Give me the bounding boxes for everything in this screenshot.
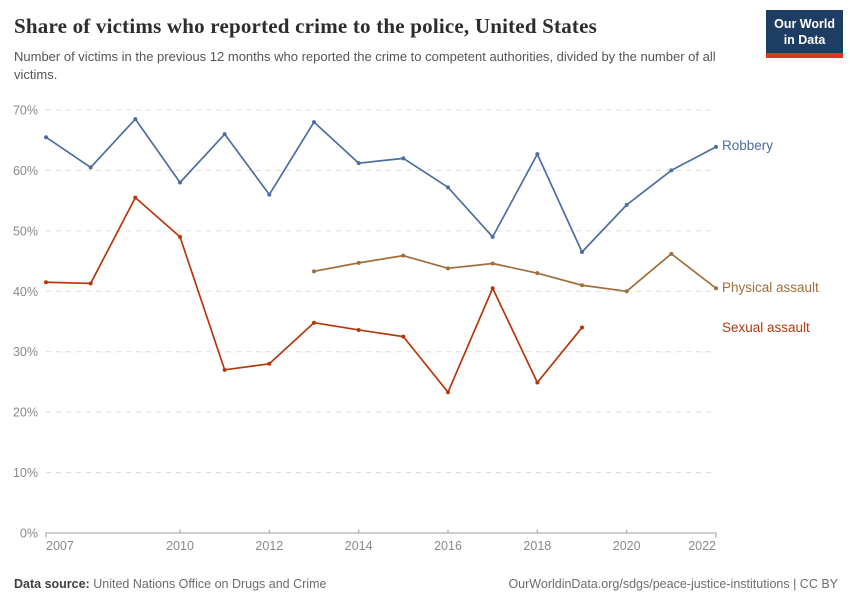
y-tick-label: 10%	[13, 466, 38, 480]
y-tick-label: 50%	[13, 224, 38, 238]
data-point	[401, 334, 406, 339]
data-point	[178, 180, 182, 185]
attribution-link[interactable]: OurWorldinData.org/sdgs/peace-justice-in…	[508, 577, 838, 591]
owid-logo-line2: in Data	[783, 32, 826, 47]
x-tick-label: 2014	[345, 539, 373, 553]
y-tick-label: 0%	[20, 527, 38, 541]
data-point	[312, 320, 316, 325]
data-point	[490, 261, 495, 266]
data-point	[356, 260, 361, 265]
data-point	[446, 390, 450, 395]
y-tick-label: 30%	[13, 345, 38, 359]
x-axis	[45, 532, 717, 538]
data-point	[312, 120, 316, 125]
series-sexual-assault[interactable]: Sexual assault	[44, 195, 810, 395]
x-tick-label: 2022	[688, 539, 716, 553]
data-point	[133, 195, 138, 200]
data-point	[624, 289, 629, 294]
series-line-physical-assault	[313, 252, 717, 293]
x-tick-label: 2010	[166, 539, 194, 553]
chart-subtitle: Number of victims in the previous 12 mon…	[14, 49, 716, 83]
data-point	[88, 281, 93, 286]
data-point	[580, 250, 584, 255]
data-point	[267, 361, 272, 366]
data-point	[401, 156, 406, 161]
data-point	[535, 152, 540, 157]
owid-logo-line1: Our World	[774, 17, 835, 31]
data-point	[44, 280, 48, 285]
data-point	[490, 234, 495, 239]
series-label-sexual-assault: Sexual assault	[722, 320, 810, 335]
y-tick-label: 60%	[13, 164, 38, 178]
data-point	[356, 327, 361, 332]
data-point	[401, 253, 406, 258]
data-point	[535, 271, 540, 276]
data-point	[44, 135, 48, 140]
chart-footer: Data source: United Nations Office on Dr…	[14, 577, 838, 591]
data-point	[490, 286, 495, 291]
x-tick-label: 2020	[613, 539, 641, 553]
x-tick-label: 2012	[255, 539, 283, 553]
y-tick-label: 20%	[13, 406, 38, 420]
data-point	[580, 325, 584, 330]
chart-title: Share of victims who reported crime to t…	[14, 14, 598, 38]
data-point	[356, 161, 361, 166]
data-point	[267, 192, 272, 197]
data-point	[312, 269, 316, 274]
data-point	[446, 185, 450, 190]
data-point	[580, 283, 584, 288]
data-point	[669, 168, 674, 173]
data-source-label: Data source:	[14, 577, 90, 591]
data-point	[714, 286, 718, 291]
x-tick-label: 2007	[46, 539, 74, 553]
data-point	[222, 367, 227, 372]
series-physical-assault[interactable]: Physical assault	[312, 251, 819, 295]
series-line-robbery	[45, 118, 717, 253]
owid-logo[interactable]: Our World in Data	[766, 10, 843, 59]
data-point	[624, 202, 629, 207]
series-label-physical-assault: Physical assault	[722, 280, 819, 295]
series-robbery[interactable]: Robbery	[44, 117, 773, 255]
data-point	[714, 144, 718, 149]
series-label-robbery: Robbery	[722, 138, 773, 153]
data-point	[669, 251, 674, 256]
series-line-sexual-assault	[45, 196, 583, 394]
data-point	[446, 266, 450, 271]
y-tick-label: 70%	[13, 104, 38, 118]
data-point	[222, 132, 227, 137]
x-tick-label: 2016	[434, 539, 462, 553]
data-source-value: United Nations Office on Drugs and Crime	[93, 577, 327, 591]
data-point	[88, 165, 93, 170]
y-tick-label: 40%	[13, 285, 38, 299]
data-source: Data source: United Nations Office on Dr…	[14, 577, 326, 591]
data-point	[133, 117, 138, 122]
chart-header: Share of victims who reported crime to t…	[0, 0, 850, 85]
x-tick-label: 2018	[523, 539, 551, 553]
data-point	[535, 380, 540, 385]
data-point	[178, 234, 182, 239]
